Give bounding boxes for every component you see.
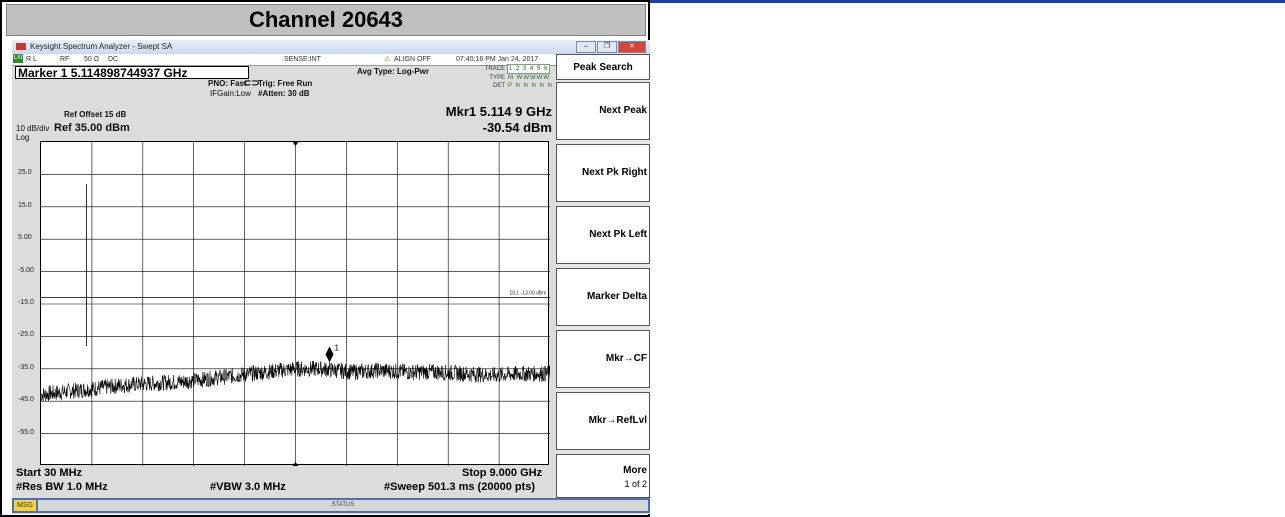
y-tick-label: -35.0 [18,363,34,371]
ref-level: Ref 35.00 dBm [54,122,130,134]
y-tick-label: 15.0 [18,201,32,209]
avg-type-setting: Avg Type: Log-Pwr [357,67,429,76]
softkey-panel: Peak Search Next Peak Next Pk Right Next… [556,54,650,498]
next-pk-left-button[interactable]: Next Pk Left [556,206,650,264]
softkey-label: Next Pk Right [581,167,647,178]
next-peak-button[interactable]: Next Peak [556,82,650,140]
marker-frequency-field[interactable]: Marker 1 5.114898744937 GHz [15,66,249,80]
mkr-to-cf-button[interactable]: Mkr→CF [556,330,650,388]
lxi-badge: LXI [13,54,23,63]
minimize-icon[interactable]: – [576,41,596,53]
impedance-indicator: 50 Ω [84,56,99,63]
close-icon[interactable]: ✕ [618,41,646,53]
y-tick-label: -5.00 [18,266,34,274]
scale-per-div: 10 dB/div [16,124,50,133]
datetime: 07:40:16 PM Jan 24, 2017 [456,56,539,63]
analyzer-window: Keysight Spectrum Analyzer - Swept SA – ❐… [12,40,650,514]
marker-delta-button[interactable]: Marker Delta [556,268,650,326]
center-marker-bottom [292,462,299,466]
y-tick-label: -45.0 [18,396,34,404]
y-tick-label: -55.0 [18,428,34,436]
stop-frequency: Stop 9.000 GHz [462,467,543,479]
warning-icon: ⚠ [384,56,391,63]
softkey-label: Marker Delta [586,291,647,302]
window-controls: – ❐ ✕ [575,41,646,53]
type-label: TYPE [489,75,505,81]
det-values: P N N N N N [508,83,553,89]
log-label: Log [16,133,30,142]
page-title: Channel 20643 [6,4,646,36]
trigger-setting: Trig: Free Run [258,79,313,88]
trace-panel: TRACE 1 2 3 4 5 6 TYPE M WWWWW DET P N N N … [477,64,555,92]
top-border-line [650,0,1285,3]
msg-label: MSG [14,500,36,511]
softkey-label: Next Peak [599,105,647,116]
window-title: Keysight Spectrum Analyzer - Swept SA [30,42,173,51]
ifgain-setting: IFGain:Low [210,89,251,98]
pno-toggle-icon: ⊂⊃ [243,78,260,89]
pno-setting: PNO: Fast [208,79,247,88]
start-frequency: Start 30 MHz [16,467,83,479]
marker-readout-frequency: Mkr1 5.114 9 GHz [445,104,552,119]
rf-indicator: RF [60,56,70,63]
y-tick-label: -25.0 [18,331,34,339]
next-pk-right-button[interactable]: Next Pk Right [556,144,650,202]
mkr-to-ref-lvl-button[interactable]: Mkr→RefLvl [556,392,650,450]
center-marker-top [292,142,299,146]
marker-1-diamond [325,346,334,363]
resolution-bandwidth: #Res BW 1.0 MHz [16,481,108,493]
type-values: M WWWWW [508,75,550,81]
coupling-indicator: DC [108,56,119,63]
softkey-label: Mkr→CF [605,353,647,364]
marker-1-label: 1 [335,343,340,352]
spectrum-plot[interactable]: 1 DL1 -13.00 dBm [40,141,550,466]
softkey-label: Mkr→RefLvl [588,415,647,426]
trace-label: TRACE [484,66,505,72]
det-label: DET [493,83,505,89]
y-tick-label: 25.0 [18,169,32,177]
sweep-time: #Sweep 501.3 ms (20000 pts) [384,481,536,493]
ref-offset: Ref Offset 15 dB [64,110,127,119]
y-tick-label: 5.00 [18,234,32,242]
more-button[interactable]: More 1 of 2 [556,454,650,498]
app-icon [16,43,26,51]
maximize-icon[interactable]: ❐ [597,41,617,53]
softkey-page: 1 of 2 [624,479,647,489]
message-bar: MSG STATUS [12,498,650,513]
softkey-menu-title: Peak Search [556,54,650,80]
align-indicator: ALIGN OFF [394,56,431,63]
spectrum-chart: 1 DL1 -13.00 dBm [41,142,550,466]
display-line-label: DL1 -13.00 dBm [510,291,546,297]
status-label[interactable]: STATUS [38,500,648,511]
sense-indicator: SENSE:INT [284,56,321,63]
softkey-label: Next Pk Left [589,229,647,240]
video-bandwidth: #VBW 3.0 MHz [210,481,286,493]
rl-indicator: R L [26,56,37,63]
y-tick-label: -15.0 [18,299,34,306]
marker-readout-level: -30.54 dBm [482,120,552,135]
instrument-status-row: LXI R L RF 50 Ω DC SENSE:INT ⚠ ALIGN OFF… [12,54,556,66]
attenuation-setting: #Atten: 30 dB [258,89,310,98]
window-title-bar: Keysight Spectrum Analyzer - Swept SA – ❐… [12,40,650,54]
softkey-label: More [623,465,647,476]
spectrum-trace [41,360,550,402]
trace-values: 1 2 3 4 5 6 [507,64,551,74]
